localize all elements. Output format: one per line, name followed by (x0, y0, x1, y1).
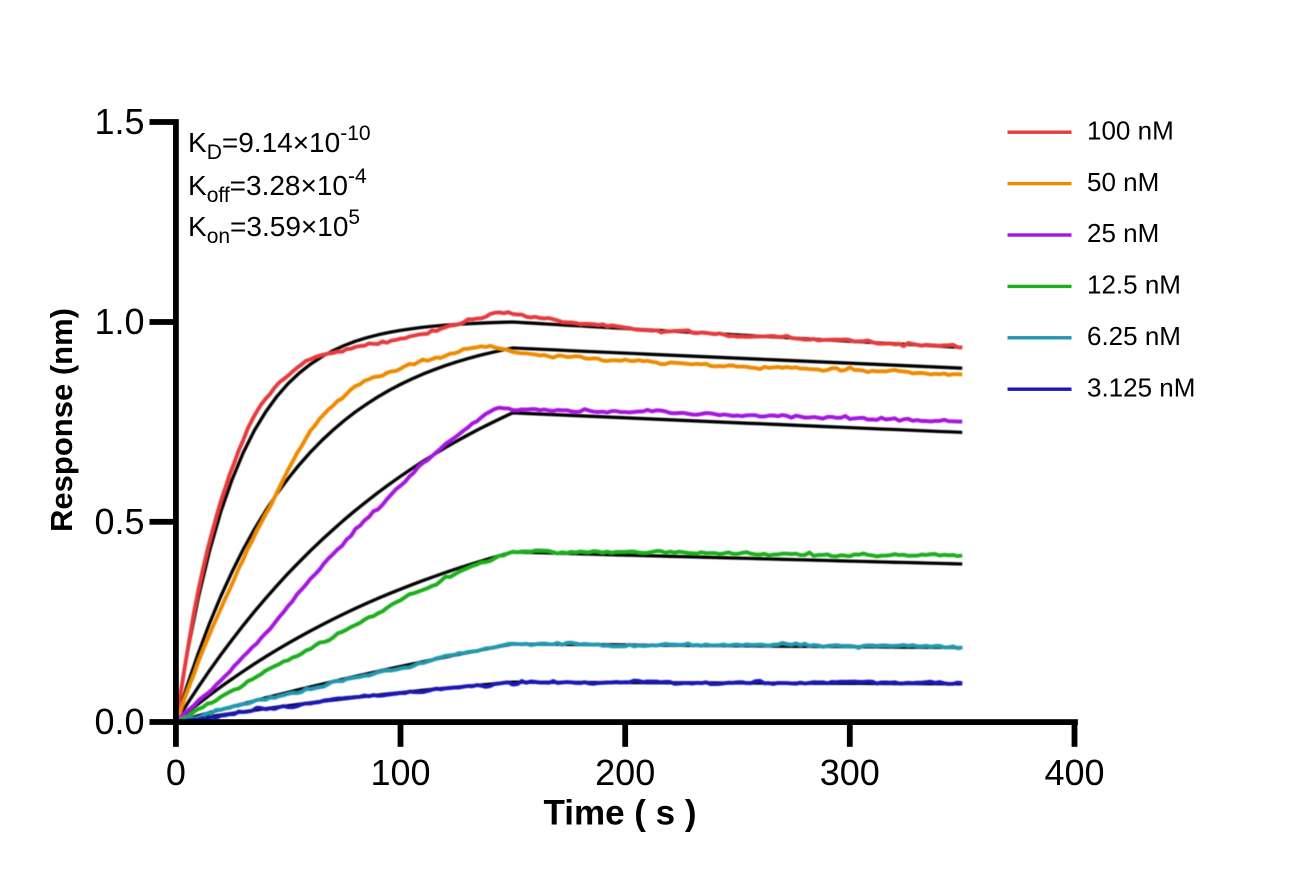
svg-text:0.5: 0.5 (94, 501, 144, 542)
svg-text:1.5: 1.5 (94, 101, 144, 142)
svg-text:25 nM: 25 nM (1087, 218, 1159, 248)
svg-text:12.5 nM: 12.5 nM (1087, 270, 1181, 300)
svg-text:400: 400 (1044, 752, 1104, 793)
svg-text:100 nM: 100 nM (1087, 115, 1174, 145)
svg-text:100: 100 (370, 752, 430, 793)
svg-text:1.0: 1.0 (94, 301, 144, 342)
svg-text:50 nM: 50 nM (1087, 167, 1159, 197)
svg-text:3.125 nM: 3.125 nM (1087, 372, 1195, 402)
svg-text:Response (nm): Response (nm) (44, 308, 79, 532)
svg-text:Time ( s ): Time ( s ) (543, 794, 696, 833)
svg-text:6.25 nM: 6.25 nM (1087, 321, 1181, 351)
svg-text:0.0: 0.0 (94, 701, 144, 742)
svg-text:0: 0 (166, 752, 186, 793)
svg-text:300: 300 (820, 752, 880, 793)
svg-text:200: 200 (595, 752, 655, 793)
